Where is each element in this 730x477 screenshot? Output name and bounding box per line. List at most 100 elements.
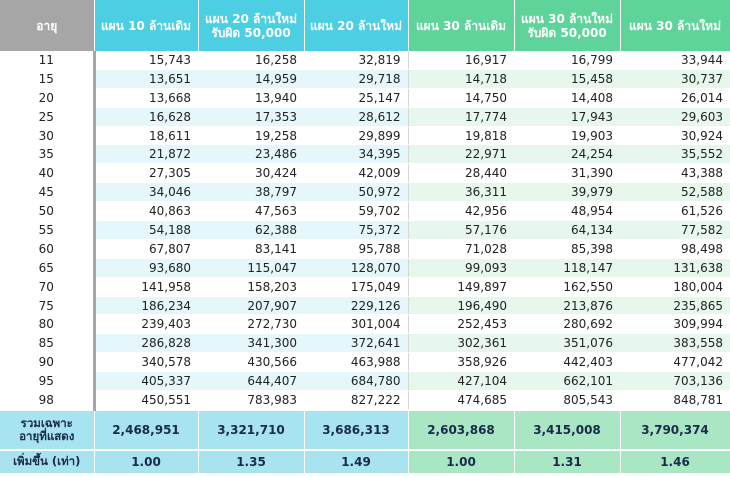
premium-cell: 52,588: [620, 182, 730, 203]
age-cell: 20: [0, 88, 96, 108]
premium-cell: 43,388: [620, 163, 730, 184]
premium-cell: 14,718: [407, 69, 514, 89]
premium-cell: 442,403: [514, 352, 620, 373]
table-row: 40 27,305 30,424 42,009 28,440 31,390 43,388: [0, 163, 730, 184]
totals-cell: 3,686,313: [304, 408, 409, 450]
premium-cell: 158,203: [198, 277, 304, 297]
premium-cell: 34,046: [94, 182, 198, 203]
premium-cell: 30,424: [198, 163, 304, 184]
age-cell: 75: [0, 296, 96, 316]
premium-cell: 33,944: [620, 51, 730, 70]
premium-cell: 77,582: [620, 220, 730, 240]
premium-cell: 54,188: [94, 220, 198, 240]
premium-cell: 180,004: [620, 277, 730, 297]
premium-cell: 383,558: [620, 333, 730, 354]
table-row: 50 40,863 47,563 59,702 42,956 48,954 61,526: [0, 201, 730, 222]
premium-cell: 17,774: [407, 107, 514, 127]
header-plan30-new: แผน 30 ล้านใหม่: [620, 0, 730, 51]
premium-cell: 358,926: [407, 352, 514, 373]
premium-cell: 13,668: [94, 88, 198, 108]
premium-cell: 351,076: [514, 333, 620, 354]
header-plan10-old: แผน 10 ล้านเดิม: [94, 0, 199, 51]
premium-cell: 239,403: [94, 314, 198, 335]
age-cell: 11: [0, 51, 96, 70]
age-cell: 35: [0, 144, 96, 165]
premium-cell: 64,134: [514, 220, 620, 240]
premium-cell: 13,651: [94, 69, 198, 89]
premium-cell: 286,828: [94, 333, 198, 354]
header-plan30-new-line1: แผน 30 ล้านใหม่: [521, 11, 613, 26]
premium-cell: 59,702: [304, 201, 408, 222]
table-row: 90 340,578 430,566 463,988 358,926 442,403 477…: [0, 352, 730, 373]
age-cell: 85: [0, 333, 96, 354]
premium-cell: 15,458: [514, 69, 620, 89]
table-row: 80 239,403 272,730 301,004 252,453 280,692 309…: [0, 314, 730, 335]
header-row: อายุ แผน 10 ล้านเดิม แผน 20 ล้านใหม่ รับผ…: [0, 0, 730, 51]
table-row: 95 405,337 644,407 684,780 427,104 662,101 703…: [0, 371, 730, 392]
increase-cell: 1.00: [94, 448, 199, 473]
premium-cell: 23,486: [198, 144, 304, 165]
increase-label: เพิ่มขึ้น (เท่า): [0, 448, 95, 473]
header-plan30-new-line2: รับผิด 50,000: [527, 25, 607, 40]
premium-cell: 98,498: [620, 239, 730, 259]
table-row: 15 13,651 14,959 29,718 14,718 15,458 30,737: [0, 69, 730, 89]
totals-cell: 3,790,374: [620, 408, 730, 450]
premium-cell: 463,988: [304, 352, 408, 373]
age-cell: 55: [0, 220, 96, 240]
premium-cell: 30,924: [620, 126, 730, 146]
premium-cell: 340,578: [94, 352, 198, 373]
premium-cell: 186,234: [94, 296, 198, 316]
increase-cell: 1.35: [198, 448, 305, 473]
premium-cell: 48,954: [514, 201, 620, 222]
premium-cell: 703,136: [620, 371, 730, 392]
premium-cell: 40,863: [94, 201, 198, 222]
premium-cell: 14,750: [407, 88, 514, 108]
header-plan20-new: แผน 20 ล้านใหม่: [304, 0, 409, 51]
table-row: 98 450,551 783,983 827,222 474,685 805,543 848…: [0, 390, 730, 411]
table-row: 11 15,743 16,258 32,819 16,917 16,799 33,944: [0, 51, 730, 70]
premium-cell: 18,611: [94, 126, 198, 146]
premium-cell: 430,566: [198, 352, 304, 373]
premium-cell: 28,612: [304, 107, 408, 127]
table-row: 60 67,807 83,141 95,788 71,028 85,398 98,498: [0, 239, 730, 259]
premium-cell: 19,903: [514, 126, 620, 146]
premium-cell: 39,979: [514, 182, 620, 203]
premium-cell: 19,258: [198, 126, 304, 146]
premium-cell: 14,959: [198, 69, 304, 89]
age-cell: 65: [0, 258, 96, 278]
age-cell: 45: [0, 182, 96, 203]
age-cell: 98: [0, 390, 96, 411]
premium-cell: 141,958: [94, 277, 198, 297]
table-row: 70 141,958 158,203 175,049 149,897 162,550 180…: [0, 277, 730, 297]
increase-cell: 1.00: [408, 448, 515, 473]
header-plan30-old: แผน 30 ล้านเดิม: [408, 0, 515, 51]
premium-cell: 783,983: [198, 390, 304, 411]
table-row: 20 13,668 13,940 25,147 14,750 14,408 26,014: [0, 88, 730, 108]
premium-cell: 827,222: [304, 390, 408, 411]
header-age: อายุ: [0, 0, 95, 51]
premium-cell: 42,956: [407, 201, 514, 222]
premium-cell: 302,361: [407, 333, 514, 354]
increase-cell: 1.46: [620, 448, 730, 473]
premium-cell: 213,876: [514, 296, 620, 316]
table-row: 35 21,872 23,486 34,395 22,971 24,254 35,552: [0, 144, 730, 165]
age-cell: 40: [0, 163, 96, 184]
premium-cell: 36,311: [407, 182, 514, 203]
premium-cell: 341,300: [198, 333, 304, 354]
premium-cell: 848,781: [620, 390, 730, 411]
premium-cell: 22,971: [407, 144, 514, 165]
premium-cell: 31,390: [514, 163, 620, 184]
premium-cell: 662,101: [514, 371, 620, 392]
premium-cell: 372,641: [304, 333, 408, 354]
premium-cell: 99,093: [407, 258, 514, 278]
header-plan20-new-line2: รับผิด 50,000: [211, 25, 291, 40]
age-cell: 90: [0, 352, 96, 373]
premium-cell: 235,865: [620, 296, 730, 316]
age-cell: 60: [0, 239, 96, 259]
increase-cell: 1.31: [514, 448, 621, 473]
premium-cell: 24,254: [514, 144, 620, 165]
premium-cell: 450,551: [94, 390, 198, 411]
premium-cell: 67,807: [94, 239, 198, 259]
premium-cell: 175,049: [304, 277, 408, 297]
